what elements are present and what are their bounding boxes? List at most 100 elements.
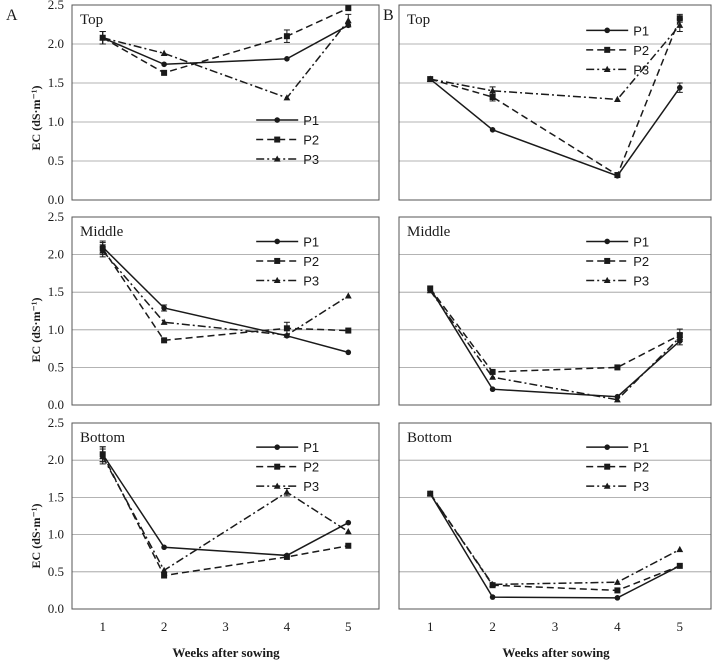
chart-B-top: Top P1 P2 P3 — [398, 4, 712, 201]
series-line — [429, 493, 681, 592]
x-tick-label: 5 — [677, 619, 684, 634]
y-tick-label: 2.5 — [48, 415, 64, 430]
x-axis-label-a: Weeks after sowing — [172, 645, 280, 660]
x-tick-label: 3 — [222, 619, 229, 634]
data-point — [614, 587, 621, 594]
series-line — [102, 7, 349, 74]
chart-B-bottom: 1 2 3 4 5 Bottom P1 P2 P3 — [398, 422, 712, 634]
data-point — [283, 325, 290, 332]
legend-label: P1 — [303, 113, 319, 128]
legend-label: P2 — [633, 254, 649, 269]
legend-marker — [274, 117, 281, 123]
series-line — [429, 287, 681, 373]
legend-marker — [604, 238, 610, 245]
x-tick-label: 2 — [489, 619, 496, 634]
series-line — [429, 493, 681, 586]
legend-label: P2 — [303, 460, 319, 475]
data-point — [344, 292, 352, 299]
x-tick-label: 5 — [345, 619, 352, 634]
y-tick-label: 1.5 — [48, 75, 64, 90]
series-line — [429, 17, 681, 177]
legend-label: P2 — [633, 43, 649, 58]
data-point — [614, 172, 621, 179]
panel-letter-a: A — [6, 7, 18, 24]
data-point — [161, 305, 167, 311]
legend-marker — [273, 482, 281, 489]
x-tick-label: 4 — [284, 619, 291, 634]
legend: P1 P2 P3 — [256, 440, 319, 494]
legend: P1 P2 P3 — [256, 234, 319, 288]
data-point — [345, 542, 352, 549]
series-p1 — [427, 490, 683, 601]
legend-label: P3 — [303, 273, 319, 288]
data-point — [489, 368, 496, 375]
data-point — [614, 364, 621, 371]
legend-label: P2 — [633, 460, 649, 475]
y-tick-label: 1.0 — [48, 322, 64, 337]
data-point — [677, 84, 683, 91]
y-tick-label: 0.5 — [48, 359, 64, 374]
data-point — [345, 327, 352, 334]
y-axis-label-top: EC (dS·m⁻¹) — [29, 86, 43, 151]
series-p1 — [99, 22, 352, 68]
data-point — [283, 94, 291, 101]
y-tick-label: 0.0 — [48, 192, 64, 207]
legend-marker — [274, 444, 281, 450]
data-point — [160, 318, 168, 325]
y-tick-label: 1.5 — [48, 489, 64, 504]
series-line — [429, 288, 681, 398]
panel-title: Top — [80, 12, 103, 28]
plot-frame — [398, 422, 712, 610]
data-point — [676, 15, 683, 22]
data-point — [489, 386, 496, 393]
series-p3 — [426, 287, 684, 403]
x-tick-label: 2 — [161, 619, 168, 634]
y-tick-label: 0.5 — [48, 564, 64, 579]
y-tick-label: 0.0 — [48, 601, 64, 616]
x-tick-label: 4 — [614, 619, 621, 634]
series-p3 — [99, 448, 352, 573]
legend-marker — [274, 136, 281, 143]
legend-label: P1 — [633, 234, 649, 249]
data-point — [283, 553, 290, 560]
data-point — [99, 452, 107, 460]
x-tick-label: 1 — [99, 619, 106, 634]
series-line — [102, 24, 349, 66]
data-point — [99, 34, 107, 41]
legend-label: P1 — [303, 440, 319, 455]
series-line — [102, 250, 349, 336]
data-point — [99, 247, 107, 254]
data-point — [345, 349, 352, 356]
series-line — [102, 246, 349, 354]
legend-marker — [603, 65, 611, 72]
data-point — [489, 127, 496, 133]
series-line — [102, 453, 349, 557]
series-line — [429, 78, 681, 177]
panel-title: Middle — [407, 224, 451, 240]
plot-frame — [398, 4, 712, 201]
chart-panels: 0.00.51.01.52.02.5TopP1P2P3TopP1P2P30.00… — [48, 0, 712, 634]
data-point — [283, 488, 291, 495]
legend-label: P2 — [303, 254, 319, 269]
panel-title: Bottom — [407, 430, 452, 446]
plot-frame — [71, 216, 380, 406]
series-p3 — [99, 244, 352, 338]
data-point — [344, 528, 352, 535]
data-point — [614, 396, 621, 403]
legend-marker — [273, 155, 281, 162]
data-point — [161, 61, 167, 68]
legend-marker — [274, 257, 281, 264]
series-line — [429, 290, 681, 401]
data-point — [161, 337, 168, 344]
y-tick-label: 0.5 — [48, 153, 64, 168]
legend-marker — [604, 463, 611, 470]
data-point — [160, 566, 168, 573]
data-point — [283, 331, 291, 338]
panel-title: Bottom — [80, 430, 125, 446]
legend-marker — [274, 238, 281, 245]
y-tick-label: 2.0 — [48, 247, 64, 262]
legend-label: P3 — [633, 62, 649, 77]
data-point — [284, 56, 290, 62]
legend-label: P1 — [303, 234, 319, 249]
